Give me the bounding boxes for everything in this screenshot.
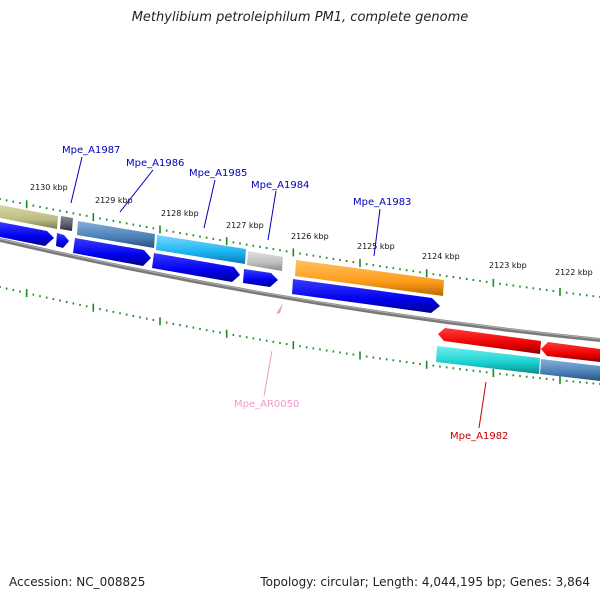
genome-backbone — [0, 238, 600, 342]
cog-block-olive — [0, 205, 58, 229]
gene-label-mpe-ar0050: Mpe_AR0050 — [234, 399, 299, 410]
gene-label-mpe-a1986: Mpe_A1986 — [126, 158, 184, 169]
cds-arrow-reverse — [541, 342, 600, 362]
cog-block-mpe-a1982 — [436, 346, 540, 374]
leader-line-mpe-a1982 — [478, 381, 487, 429]
kbp-label: 2122 kbp — [555, 268, 593, 277]
leader-line-mpe-a1984 — [267, 190, 277, 241]
kbp-label: 2128 kbp — [161, 209, 199, 218]
map-title: Methylibium petroleiphilum PM1, complete… — [131, 10, 469, 25]
cog-block-steel — [540, 359, 600, 381]
kbp-label: 2124 kbp — [422, 252, 460, 261]
cog-block-dark — [60, 216, 73, 231]
kbp-label: 2123 kbp — [489, 261, 527, 270]
cds-arrow-reverse — [438, 328, 541, 354]
kbp-label: 2130 kbp — [30, 183, 68, 192]
cog-block-mpe-a1986 — [77, 221, 155, 248]
kbp-label: 2129 kbp — [95, 196, 133, 205]
cog-block-mpe-a1985 — [156, 235, 246, 264]
cds-arrow-forward — [152, 253, 240, 282]
genome-backbone-highlight — [0, 238, 600, 340]
cds-arrow-forward — [73, 238, 151, 266]
cds-arrow-forward — [243, 269, 278, 287]
cds-arrow-forward — [0, 222, 54, 246]
gene-label-mpe-a1983: Mpe_A1983 — [353, 197, 411, 208]
kbp-label: 2125 kbp — [357, 242, 395, 251]
position-ticks — [0, 198, 600, 385]
accession-text: Accession: NC_008825 — [9, 575, 146, 589]
kbp-label: 2126 kbp — [291, 232, 329, 241]
cds-arrow-forward — [56, 233, 69, 248]
leader-line-mpe-ar0050 — [263, 350, 273, 397]
leader-line-mpe-a1985 — [203, 179, 216, 229]
gene-label-mpe-a1984: Mpe_A1984 — [251, 180, 309, 191]
kbp-labels: 2130 kbp 2129 kbp 2128 kbp 2127 kbp 2126… — [30, 183, 593, 277]
gene-label-mpe-a1985: Mpe_A1985 — [189, 168, 247, 179]
gene-label-mpe-a1987: Mpe_A1987 — [62, 145, 120, 156]
leader-line-mpe-a1986 — [119, 169, 154, 213]
cog-block-mpe-a1984 — [247, 251, 283, 271]
kbp-label: 2127 kbp — [226, 221, 264, 230]
cds-arrow-forward — [292, 279, 440, 313]
topology-text: Topology: circular; Length: 4,044,195 bp… — [260, 575, 590, 589]
cog-block-mpe-a1983 — [295, 260, 444, 296]
rna-marker — [276, 303, 283, 314]
gene-label-mpe-a1982: Mpe_A1982 — [450, 431, 508, 442]
leader-line-mpe-a1987 — [70, 156, 83, 204]
leader-line-mpe-a1983 — [373, 208, 381, 257]
